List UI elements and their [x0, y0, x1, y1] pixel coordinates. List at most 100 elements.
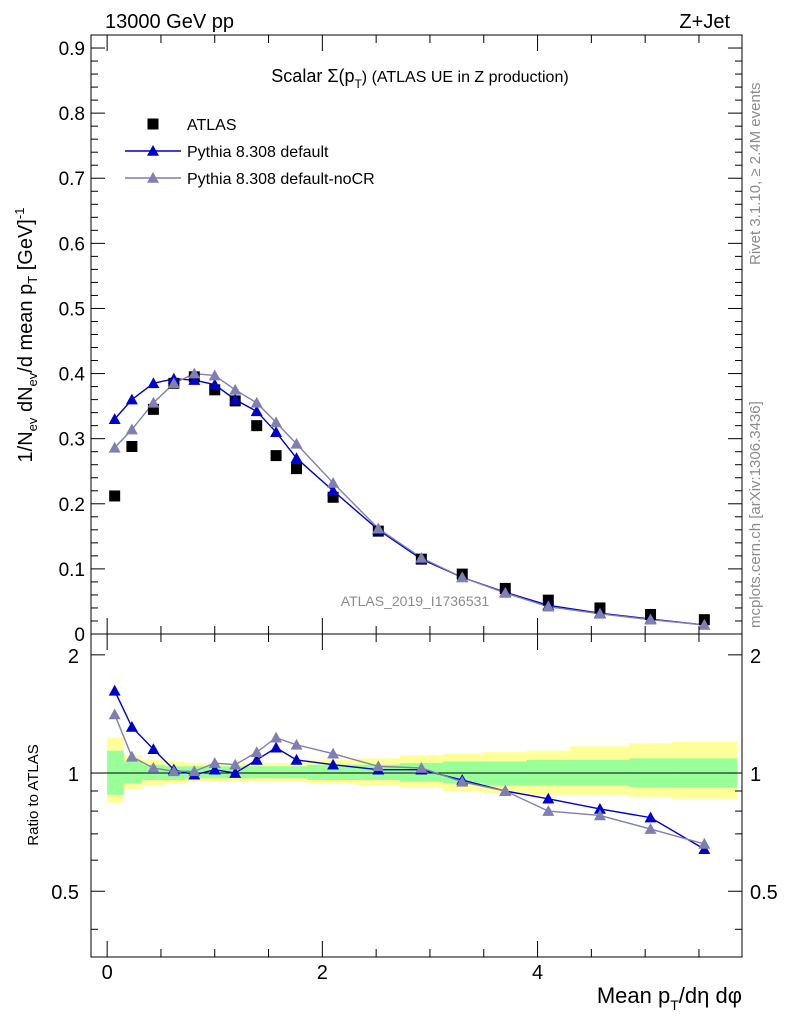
y-tick-label: 0.3 [59, 430, 85, 451]
ratio-point-1 [593, 809, 606, 821]
ratio-point-1 [147, 761, 160, 773]
data-point-atlas [270, 450, 282, 462]
data-point-series-2 [415, 551, 428, 563]
y-tick-label: 0.6 [59, 234, 85, 255]
ratio-tick-label-right: 1 [750, 764, 761, 786]
y-tick-label: 0 [74, 625, 85, 646]
uncertainty-band-green [266, 766, 288, 779]
uncertainty-band-green [307, 764, 358, 780]
ratio-point-1 [208, 757, 221, 768]
title-prefix: Scalar Σ(p [271, 66, 354, 86]
analysis-watermark: ATLAS_2019_I1736531 [341, 593, 490, 609]
uncertainty-band-green [245, 766, 267, 779]
header-left: 13000 GeV pp [105, 11, 234, 33]
data-point-series-1 [327, 484, 340, 496]
ratio-tick-label-left: 0.5 [51, 882, 79, 904]
ratio-point-0 [125, 720, 138, 732]
data-point-series-2 [229, 383, 242, 395]
data-point-series-2 [290, 437, 303, 449]
y-tick-label: 0.4 [59, 365, 86, 386]
ratio-point-0 [270, 741, 283, 753]
ratio-point-1 [499, 785, 512, 796]
ratio-point-1 [456, 775, 469, 787]
ratio-point-1 [108, 708, 121, 720]
ratio-point-0 [290, 753, 303, 765]
data-point-atlas [327, 491, 339, 503]
data-point-series-1 [270, 426, 283, 437]
data-point-atlas [209, 384, 221, 396]
data-point-series-2 [542, 600, 555, 612]
ratio-point-0 [208, 763, 221, 775]
data-point-series-2 [499, 586, 512, 598]
legend-label-1: Pythia 8.308 default [187, 144, 329, 161]
y-tick-label: 0.5 [59, 299, 85, 320]
data-point-series-2 [698, 618, 711, 630]
legend-label-2: Pythia 8.308 default-noCR [187, 171, 375, 188]
y-tick-label: 0.7 [59, 169, 85, 190]
data-point-series-2 [147, 396, 160, 408]
data-point-series-2 [593, 607, 606, 619]
y-axis-label: 1/Nev dNev/d mean pT [GeV]-1 [12, 208, 40, 463]
data-point-series-1 [250, 405, 263, 417]
title-sub: T [354, 77, 362, 91]
data-point-series-1 [188, 374, 201, 385]
header-right: Z+Jet [679, 11, 730, 33]
ratio-point-0 [250, 753, 263, 765]
ratio-point-1 [250, 746, 263, 757]
x-axis-label: Mean pT/dη dφ [597, 983, 742, 1013]
ratio-point-0 [644, 811, 657, 823]
data-point-series-1 [125, 393, 138, 405]
ratio-frame [90, 633, 743, 958]
ylabel-b-sub: ev [25, 372, 40, 386]
ratio-y-label: Ratio to ATLAS [25, 744, 42, 845]
uncertainty-band-green [286, 766, 308, 779]
ratio-point-0 [147, 743, 160, 755]
legend-marker-1 [147, 145, 159, 156]
ratio-point-1 [125, 750, 138, 762]
ratio-panel: 0.5 0.5 1 1 2 2 0 2 4 Ratio to ATLAS Mean pT/dη … [25, 633, 778, 1013]
ratio-point-0 [593, 802, 606, 814]
ylabel-a-sub: ev [25, 417, 40, 431]
data-point-series-1 [290, 452, 303, 464]
data-point-series-1 [147, 377, 160, 389]
data-point-atlas [251, 420, 263, 432]
y-tick-label: 0.1 [59, 560, 85, 581]
ratio-point-1 [415, 761, 428, 773]
ratio-tick-label-left: 1 [68, 764, 79, 786]
series-line-1 [114, 378, 705, 626]
ylabel-b: dN [15, 386, 37, 417]
ratio-tick-label-right: 2 [750, 646, 761, 668]
chart-title: Scalar Σ(pT) (ATLAS UE in Z production) [271, 66, 568, 91]
xlabel-a: Mean p [597, 983, 670, 1008]
ratio-axes: 0.5 0.5 1 1 2 2 0 2 4 [51, 634, 778, 984]
ylabel-c-sub: T [25, 276, 40, 284]
data-point-series-2 [250, 396, 263, 408]
data-point-series-2 [456, 571, 469, 583]
data-point-series-1 [108, 413, 121, 424]
xlabel-a-sub: T [670, 997, 679, 1013]
series-line-2 [114, 372, 705, 626]
ratio-point-1 [167, 765, 180, 777]
data-point-series-2 [644, 613, 657, 625]
main-data-layer [108, 367, 711, 630]
ylabel-d: [GeV] [15, 219, 37, 276]
data-point-series-1 [208, 378, 221, 390]
x-tick-label: 2 [317, 962, 328, 984]
mcplots-label: mcplots.cern.ch [arXiv:1306.3436] [747, 401, 764, 628]
ratio-point-0 [229, 767, 242, 778]
ylabel-c: /d mean p [15, 284, 37, 373]
legend-label-0: ATLAS [187, 117, 237, 134]
legend-marker-atlas [147, 118, 159, 130]
data-point-series-2 [188, 367, 201, 379]
ratio-point-0 [542, 792, 555, 804]
ratio-point-1 [270, 731, 283, 743]
ratio-point-1 [644, 823, 657, 834]
ratio-point-0 [327, 758, 340, 770]
y-tick-label: 0.9 [59, 39, 85, 60]
ratio-point-1 [290, 738, 303, 750]
data-point-atlas [109, 490, 121, 502]
ylabel-a: 1/N [15, 431, 37, 462]
data-point-atlas [147, 403, 159, 415]
legend-marker-2 [147, 172, 159, 183]
